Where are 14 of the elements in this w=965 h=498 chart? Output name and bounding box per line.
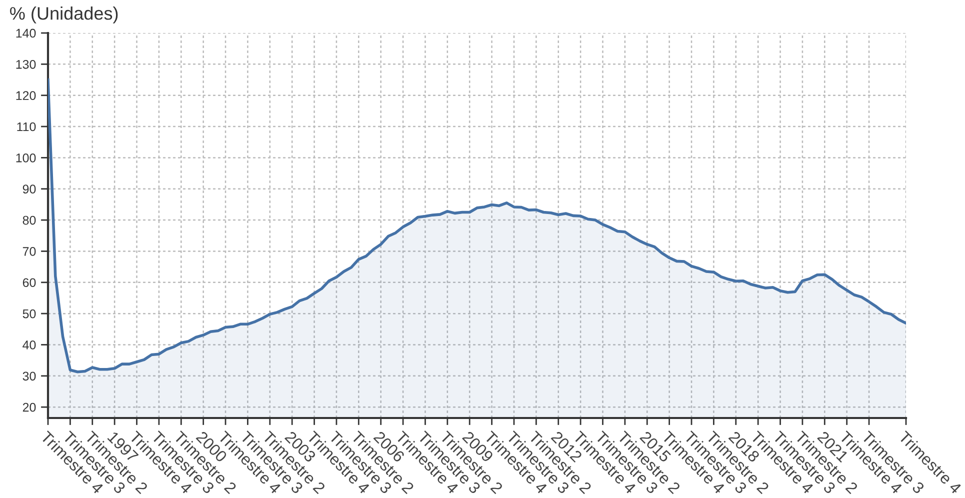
y-tick-label: 110 [17, 122, 36, 132]
y-tick-label: 80 [22, 216, 36, 225]
y-tick-label: 90 [22, 184, 36, 194]
y-tick-label: 40 [22, 340, 36, 350]
y-tick-label: 70 [22, 247, 36, 256]
y-tick-label: 100 [16, 153, 36, 162]
y-tick-label: 20 [22, 402, 36, 412]
y-axis-title: % (Unidades) [10, 6, 118, 24]
y-tick-label: 30 [22, 372, 36, 381]
y-tick-label: 140 [16, 28, 36, 38]
y-tick-label: 50 [22, 309, 36, 318]
y-tick-label: 60 [22, 278, 36, 288]
y-tick-label: 130 [16, 60, 36, 69]
y-tick-label: 120 [16, 91, 36, 100]
